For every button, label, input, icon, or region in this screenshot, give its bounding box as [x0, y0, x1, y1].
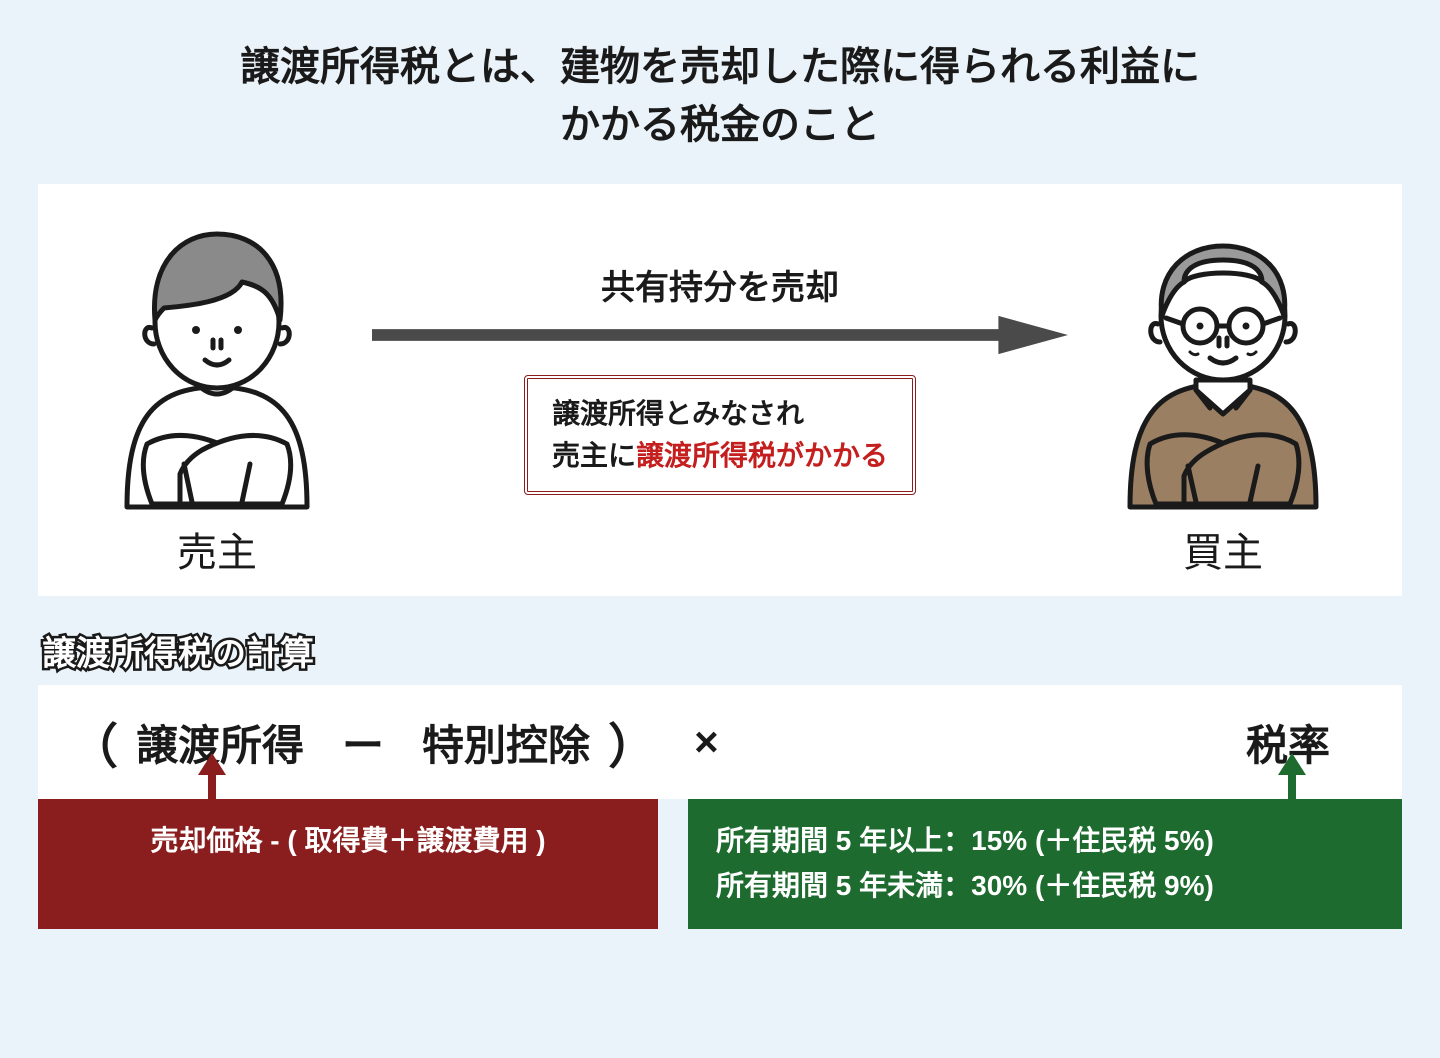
formula-times: × [674, 718, 739, 766]
formula-close-paren: ） [608, 707, 656, 777]
buyer-label: 買主 [1183, 520, 1263, 578]
title-line-1: 譲渡所得税とは、建物を売却した際に得られる利益に [240, 45, 1200, 89]
buyer-column: 買主 [1088, 212, 1358, 578]
formula-term-2: 特別控除 [422, 712, 590, 773]
formula-minus: ー [322, 712, 404, 773]
seller-icon [92, 212, 342, 512]
formula-open-paren: （ [70, 707, 118, 777]
arrow-stem-green [1288, 773, 1296, 799]
seller-label: 売主 [177, 520, 257, 578]
main-panel: 売主 共有持分を売却 譲渡所得とみなされ 売主に譲渡所得税がかかる [38, 184, 1402, 596]
callouts-row: 売却価格 - ( 取得費＋譲渡費用 ) 所有期間 5 年以上：15% (＋住民税… [0, 799, 1440, 929]
buyer-icon [1098, 212, 1348, 512]
callout-green: 所有期間 5 年以上：15% (＋住民税 5%) 所有期間 5 年未満：30% … [688, 799, 1402, 929]
page-title: 譲渡所得税とは、建物を売却した際に得られる利益に かかる税金のこと [0, 0, 1440, 184]
title-line-2: かかる税金のこと [560, 103, 880, 147]
note-line-2a: 売主に [552, 440, 636, 471]
center-column: 共有持分を売却 譲渡所得とみなされ 売主に譲渡所得税がかかる [372, 212, 1068, 495]
note-box: 譲渡所得とみなされ 売主に譲渡所得税がかかる [524, 375, 916, 495]
arrow-label: 共有持分を売却 [601, 260, 839, 309]
note-line-2b: 譲渡所得税がかかる [636, 440, 888, 471]
arrow-icon [372, 313, 1068, 357]
calc-title: 譲渡所得税の計算 [42, 626, 1402, 675]
arrow-up-red-icon [198, 753, 226, 775]
callout-red-text: 売却価格 - ( 取得費＋譲渡費用 ) [150, 825, 545, 856]
seller-column: 売主 [82, 212, 352, 578]
arrow-up-green-icon [1278, 753, 1306, 775]
callout-red: 売却価格 - ( 取得費＋譲渡費用 ) [38, 799, 658, 929]
callout-green-line-1: 所有期間 5 年以上：15% (＋住民税 5%) [716, 825, 1214, 856]
callout-green-line-2: 所有期間 5 年未満：30% (＋住民税 9%) [716, 870, 1214, 901]
formula-row: （ 譲渡所得 ー 特別控除 ） × 税率 [38, 685, 1402, 799]
note-line-1: 譲渡所得とみなされ [552, 398, 804, 429]
arrow-stem-red [208, 773, 216, 799]
calc-section: 譲渡所得税の計算 （ 譲渡所得 ー 特別控除 ） × 税率 [38, 626, 1402, 799]
infographic-root: 譲渡所得税とは、建物を売却した際に得られる利益に かかる税金のこと [0, 0, 1440, 1058]
